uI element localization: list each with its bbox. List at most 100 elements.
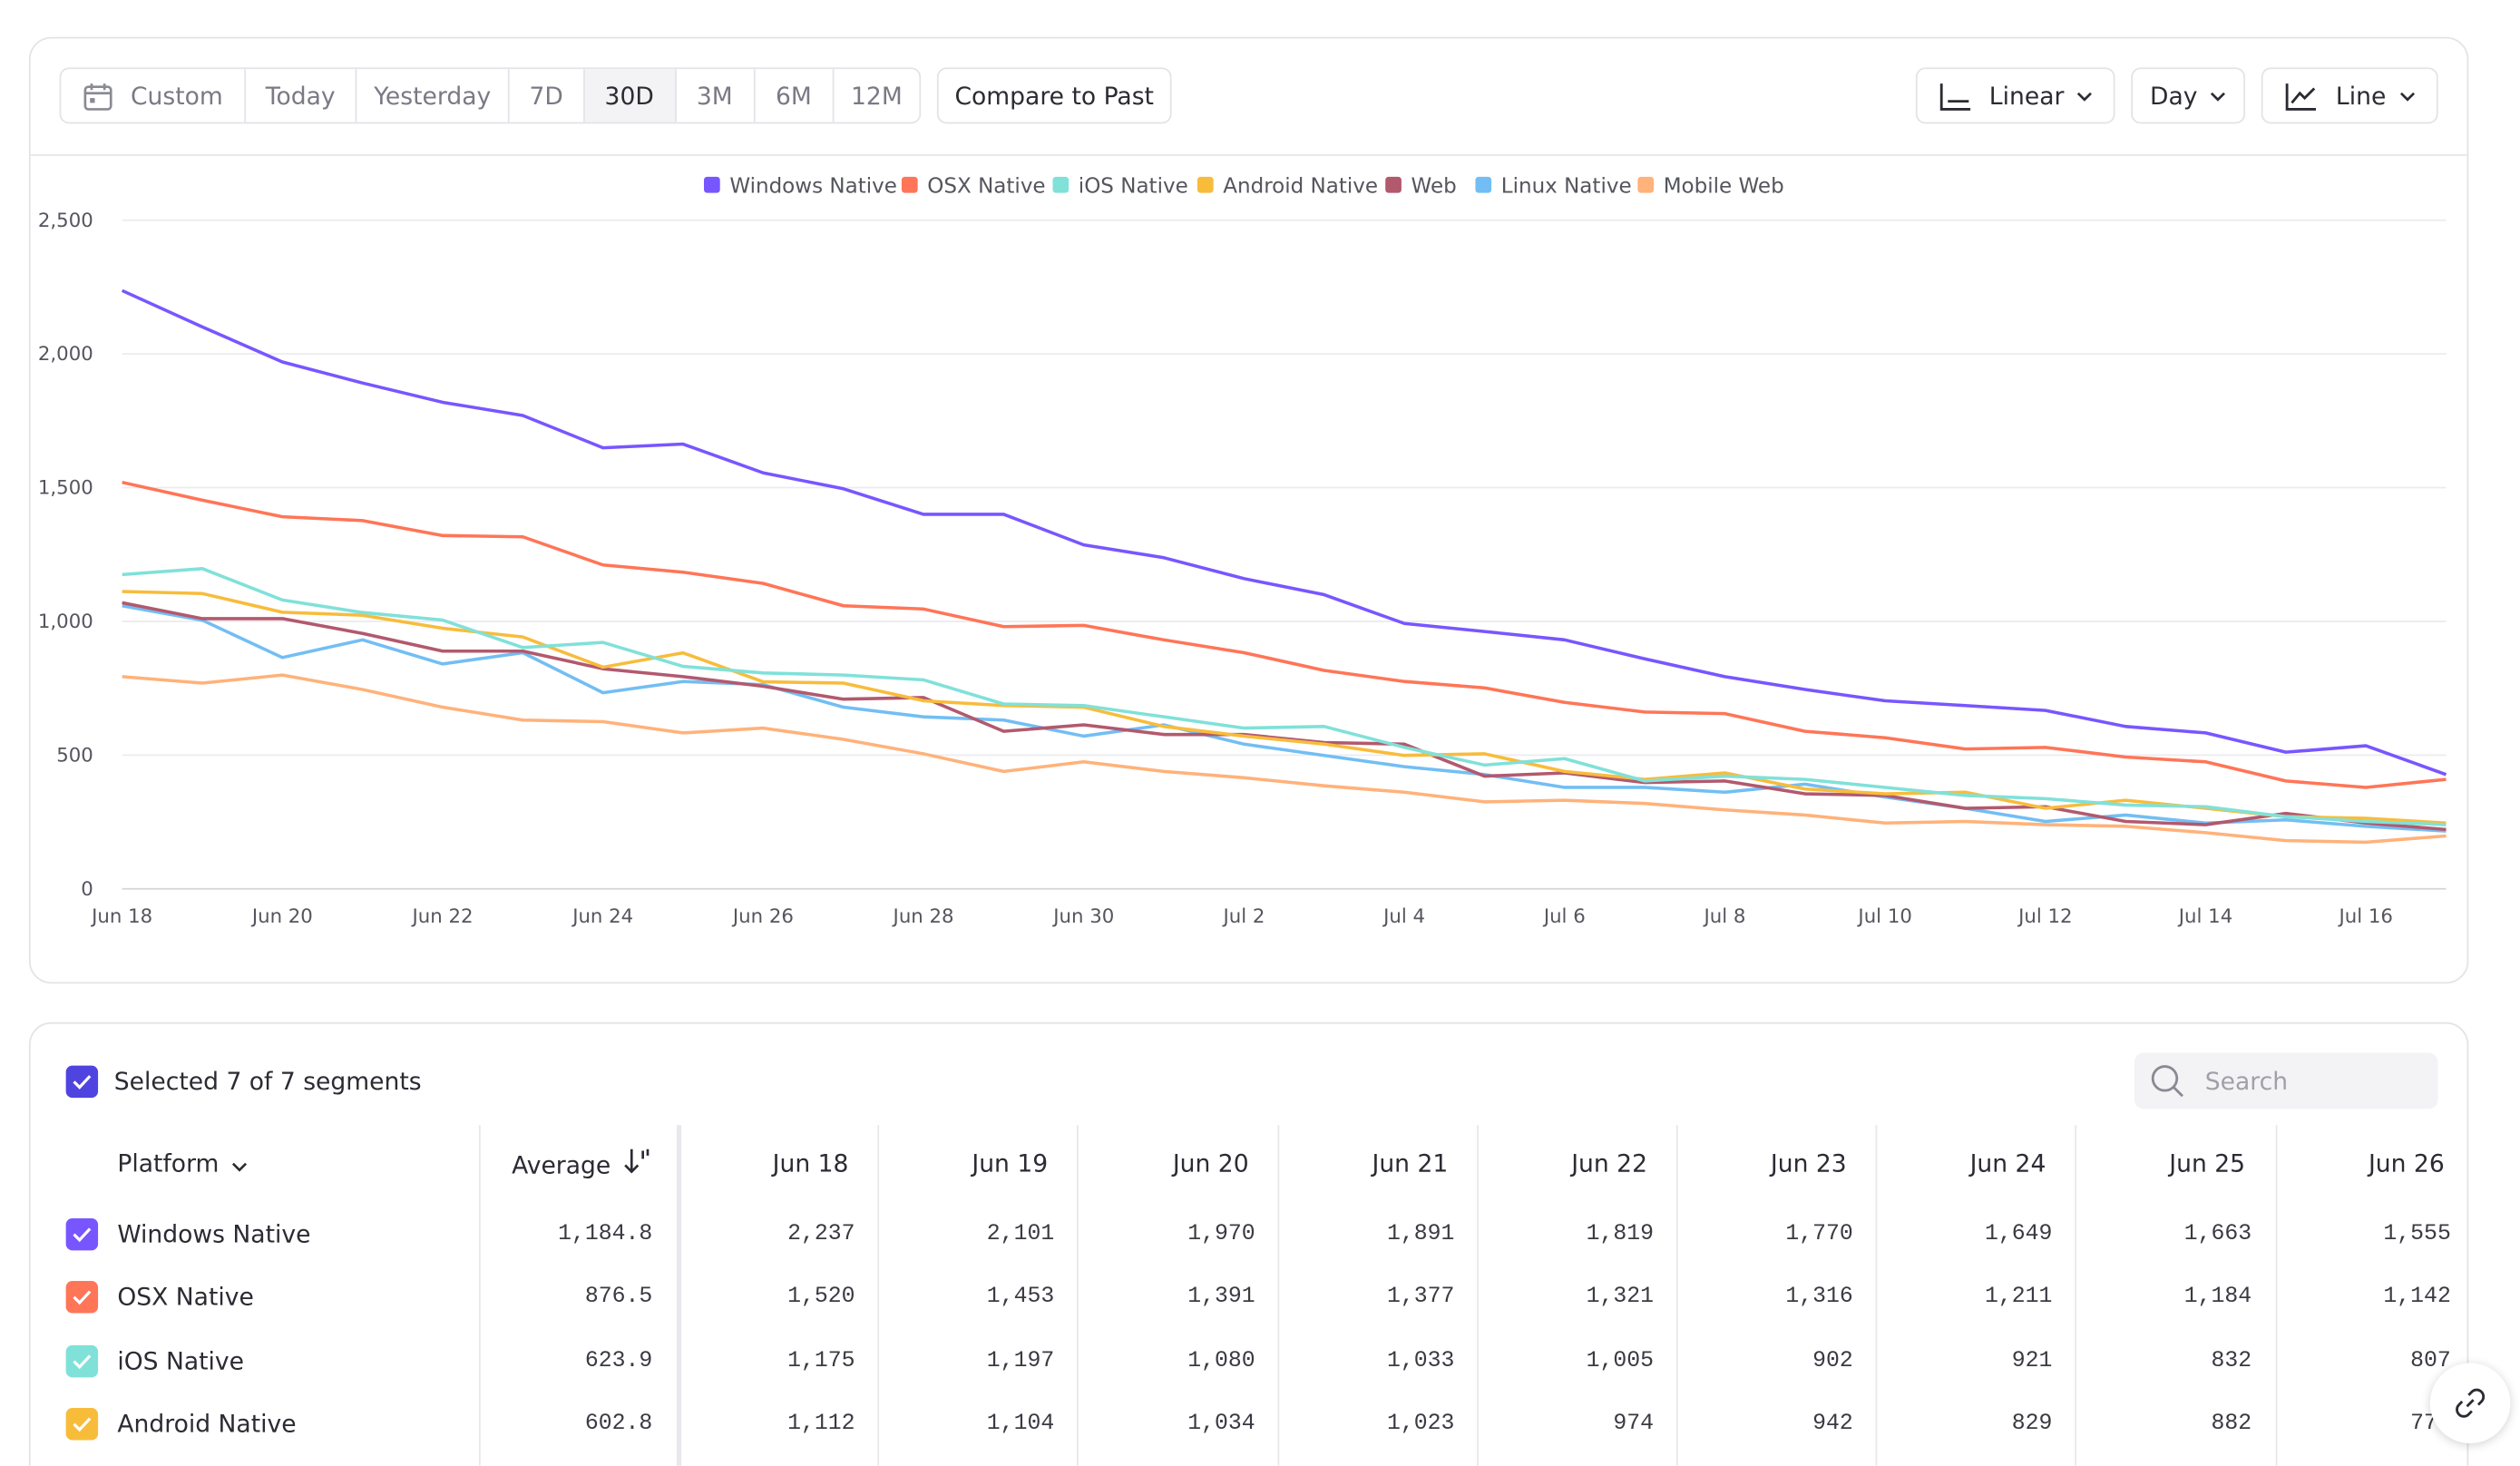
column-header[interactable]: Jun 23 bbox=[1531, 1148, 1852, 1179]
divider bbox=[30, 154, 2467, 156]
series-line bbox=[122, 590, 2447, 826]
date-range-button[interactable]: 7D bbox=[510, 69, 585, 122]
button-label: Linear bbox=[1988, 81, 2065, 111]
column-header[interactable]: Jun 21 bbox=[1133, 1148, 1454, 1179]
column-header-label: Jun 25 bbox=[2169, 1148, 2246, 1178]
column-header[interactable]: Jun 26 bbox=[2130, 1148, 2451, 1179]
date-range-button[interactable]: 12M bbox=[834, 69, 919, 122]
column-divider bbox=[1077, 1125, 1079, 1466]
date-range-label: 6M bbox=[775, 81, 812, 111]
date-range-button[interactable]: 3M bbox=[676, 69, 756, 122]
cell-value: 1,321 bbox=[1586, 1284, 1655, 1310]
cell-value: 623.9 bbox=[584, 1348, 653, 1374]
cell-value: 1,033 bbox=[1386, 1348, 1455, 1374]
cell-value: 1,663 bbox=[2183, 1221, 2252, 1247]
search-box[interactable]: Search bbox=[2134, 1052, 2438, 1109]
column-header[interactable]: Jun 25 bbox=[1930, 1148, 2251, 1179]
date-range-button[interactable]: 6M bbox=[755, 69, 835, 122]
date-range-label: 12M bbox=[851, 81, 903, 111]
column-header-label: Jun 18 bbox=[772, 1148, 849, 1178]
cell-value: 1,142 bbox=[2383, 1284, 2451, 1310]
select-all-checkbox[interactable] bbox=[65, 1065, 99, 1099]
cell-value: 1,377 bbox=[1386, 1284, 1455, 1310]
column-divider bbox=[478, 1125, 481, 1466]
y-tick-label: 0 bbox=[81, 878, 93, 901]
scale-dropdown[interactable]: Linear bbox=[1915, 67, 2115, 124]
date-range-button[interactable]: Today bbox=[246, 69, 357, 122]
series-line bbox=[122, 604, 2447, 833]
date-range-label: Today bbox=[265, 81, 336, 111]
x-tick-label: Jul 4 bbox=[1382, 905, 1425, 928]
cell-value: 942 bbox=[1812, 1411, 1853, 1437]
x-tick-label: Jul 10 bbox=[1856, 905, 1911, 928]
button-label: Compare to Past bbox=[954, 81, 1154, 111]
column-header-label: Platform bbox=[117, 1148, 220, 1178]
cell-value: 1,034 bbox=[1187, 1411, 1255, 1437]
compare-button[interactable]: Compare to Past bbox=[936, 67, 1172, 124]
column-header[interactable]: Average bbox=[331, 1148, 652, 1181]
cell-value: 882 bbox=[2211, 1411, 2252, 1437]
legend-swatch bbox=[901, 176, 918, 193]
column-divider bbox=[1675, 1125, 1678, 1466]
search-placeholder: Search bbox=[2204, 1066, 2289, 1096]
cell-value: 1,005 bbox=[1586, 1348, 1655, 1374]
date-range-button[interactable]: 30D bbox=[584, 69, 677, 122]
y-tick-label: 2,500 bbox=[38, 210, 93, 232]
cell-value: 2,237 bbox=[787, 1221, 855, 1247]
column-header-label: Jun 19 bbox=[972, 1148, 1049, 1178]
button-icon bbox=[1938, 80, 1973, 112]
cell-value: 1,649 bbox=[1985, 1221, 2053, 1247]
table-card bbox=[28, 1021, 2469, 1466]
cell-value: 1,316 bbox=[1785, 1284, 1853, 1310]
column-divider bbox=[877, 1125, 880, 1466]
interval-dropdown[interactable]: Day bbox=[2131, 67, 2246, 124]
cell-value: 1,453 bbox=[986, 1284, 1055, 1310]
legend-label: Linux Native bbox=[1501, 175, 1632, 199]
row-label: OSX Native bbox=[117, 1282, 254, 1312]
cell-value: 832 bbox=[2211, 1348, 2252, 1374]
row-checkbox[interactable] bbox=[65, 1344, 99, 1378]
series-line bbox=[122, 567, 2447, 826]
column-header-label: Average bbox=[512, 1150, 611, 1180]
x-tick-label: Jun 24 bbox=[571, 905, 633, 928]
cell-value: 921 bbox=[2011, 1348, 2053, 1374]
button-icon bbox=[2284, 80, 2320, 112]
row-label: iOS Native bbox=[117, 1346, 245, 1376]
x-tick-label: Jun 20 bbox=[250, 905, 313, 928]
column-header[interactable]: Jun 22 bbox=[1333, 1148, 1654, 1179]
legend-swatch bbox=[1385, 176, 1402, 193]
column-divider bbox=[1875, 1125, 1878, 1466]
cell-value: 2,101 bbox=[986, 1221, 1055, 1247]
x-tick-label: Jul 6 bbox=[1542, 905, 1586, 928]
button-label: Line bbox=[2335, 81, 2387, 111]
column-header[interactable]: Platform bbox=[117, 1148, 248, 1179]
chart: 0 500 1,000 1,500 2,000 2,500 Jun 18 Jun 20 Jun … bbox=[38, 175, 2447, 928]
cell-value: 1,104 bbox=[986, 1411, 1055, 1437]
x-tick-label: Jul 2 bbox=[1221, 905, 1265, 928]
chart-type-dropdown[interactable]: Line bbox=[2261, 67, 2438, 124]
cell-value: 1,197 bbox=[986, 1348, 1055, 1374]
column-header[interactable]: Jun 19 bbox=[733, 1148, 1054, 1179]
column-divider bbox=[676, 1125, 682, 1466]
column-divider bbox=[1277, 1125, 1280, 1466]
row-checkbox[interactable] bbox=[65, 1408, 99, 1441]
column-header-label: Jun 22 bbox=[1571, 1148, 1647, 1178]
share-link-button[interactable] bbox=[2429, 1363, 2511, 1443]
x-tick-label: Jun 26 bbox=[731, 905, 794, 928]
legend-label: Windows Native bbox=[729, 175, 897, 199]
legend-swatch bbox=[1637, 176, 1655, 193]
legend-swatch bbox=[1475, 176, 1492, 193]
y-tick-label: 1,500 bbox=[38, 477, 93, 500]
x-tick-label: Jul 16 bbox=[2337, 905, 2392, 928]
cell-value: 1,184.8 bbox=[558, 1221, 653, 1247]
column-header[interactable]: Jun 18 bbox=[533, 1148, 855, 1179]
y-tick-label: 1,000 bbox=[38, 611, 93, 633]
date-range-button[interactable]: Yesterday bbox=[357, 69, 511, 122]
date-range-label: Custom bbox=[131, 81, 223, 111]
row-checkbox[interactable] bbox=[65, 1217, 99, 1251]
date-range-button[interactable]: Custom bbox=[61, 69, 247, 122]
row-checkbox[interactable] bbox=[65, 1281, 99, 1314]
column-header[interactable]: Jun 20 bbox=[933, 1148, 1255, 1179]
calendar-icon bbox=[83, 80, 114, 112]
column-header[interactable]: Jun 24 bbox=[1731, 1148, 2052, 1179]
